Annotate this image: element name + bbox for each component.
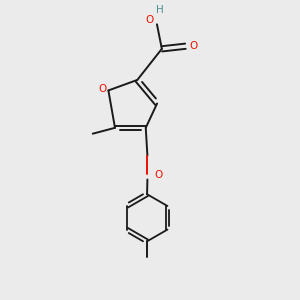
Text: O: O [189, 40, 198, 51]
Text: O: O [154, 169, 162, 180]
Text: O: O [146, 15, 154, 26]
Text: O: O [99, 85, 107, 94]
Text: H: H [156, 4, 164, 15]
